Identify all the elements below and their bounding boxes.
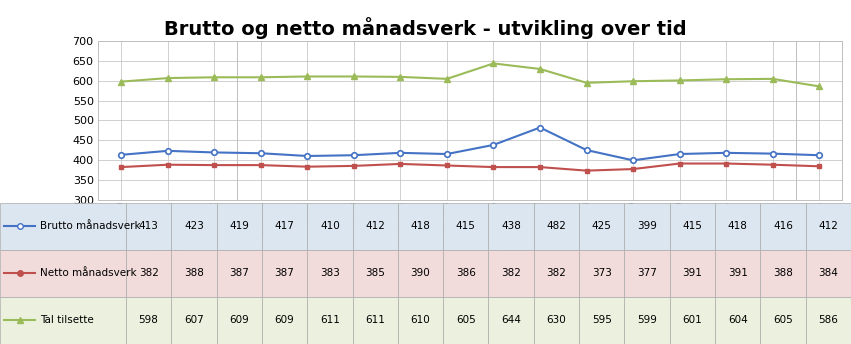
Text: 382: 382 (139, 268, 158, 279)
Text: 391: 391 (728, 268, 748, 279)
Text: 605: 605 (774, 315, 793, 325)
Text: 595: 595 (591, 315, 612, 325)
Text: 382: 382 (501, 268, 521, 279)
Text: 609: 609 (275, 315, 294, 325)
Text: 412: 412 (365, 222, 386, 232)
Text: 438: 438 (501, 222, 521, 232)
Text: 419: 419 (229, 222, 249, 232)
Text: 609: 609 (230, 315, 249, 325)
Text: 415: 415 (456, 222, 476, 232)
Text: 386: 386 (456, 268, 476, 279)
Text: 387: 387 (275, 268, 294, 279)
Text: 388: 388 (773, 268, 793, 279)
Text: Brutto og netto månadsverk - utvikling over tid: Brutto og netto månadsverk - utvikling o… (164, 17, 687, 39)
Text: Brutto månadsverk: Brutto månadsverk (40, 222, 141, 232)
Text: 399: 399 (637, 222, 657, 232)
Text: Netto månadsverk: Netto månadsverk (40, 268, 137, 279)
Text: 418: 418 (728, 222, 748, 232)
Text: 607: 607 (184, 315, 203, 325)
Text: 611: 611 (320, 315, 340, 325)
Text: 416: 416 (773, 222, 793, 232)
Text: 388: 388 (184, 268, 204, 279)
Text: 604: 604 (728, 315, 747, 325)
Text: 611: 611 (365, 315, 386, 325)
Text: 383: 383 (320, 268, 340, 279)
Text: 377: 377 (637, 268, 657, 279)
Text: 586: 586 (819, 315, 838, 325)
Text: 418: 418 (410, 222, 431, 232)
Text: 413: 413 (139, 222, 158, 232)
Text: 410: 410 (320, 222, 340, 232)
Text: 385: 385 (365, 268, 386, 279)
Text: 2018: 2018 (805, 244, 833, 254)
Text: 2017: 2017 (503, 244, 531, 254)
Text: 382: 382 (546, 268, 567, 279)
Text: 644: 644 (501, 315, 521, 325)
Text: 598: 598 (139, 315, 158, 325)
Text: 390: 390 (411, 268, 431, 279)
Text: 610: 610 (411, 315, 431, 325)
Text: 425: 425 (591, 222, 612, 232)
Text: 373: 373 (591, 268, 612, 279)
Text: 415: 415 (683, 222, 702, 232)
Text: 482: 482 (546, 222, 567, 232)
Text: 387: 387 (229, 268, 249, 279)
Text: Tal tilsette: Tal tilsette (40, 315, 94, 325)
Text: 417: 417 (275, 222, 294, 232)
Text: 605: 605 (456, 315, 476, 325)
Text: 412: 412 (819, 222, 838, 232)
Text: 423: 423 (184, 222, 204, 232)
Text: 384: 384 (819, 268, 838, 279)
Text: 391: 391 (683, 268, 702, 279)
Text: 599: 599 (637, 315, 657, 325)
Text: 601: 601 (683, 315, 702, 325)
Text: 2016: 2016 (154, 244, 182, 254)
Text: 630: 630 (546, 315, 566, 325)
